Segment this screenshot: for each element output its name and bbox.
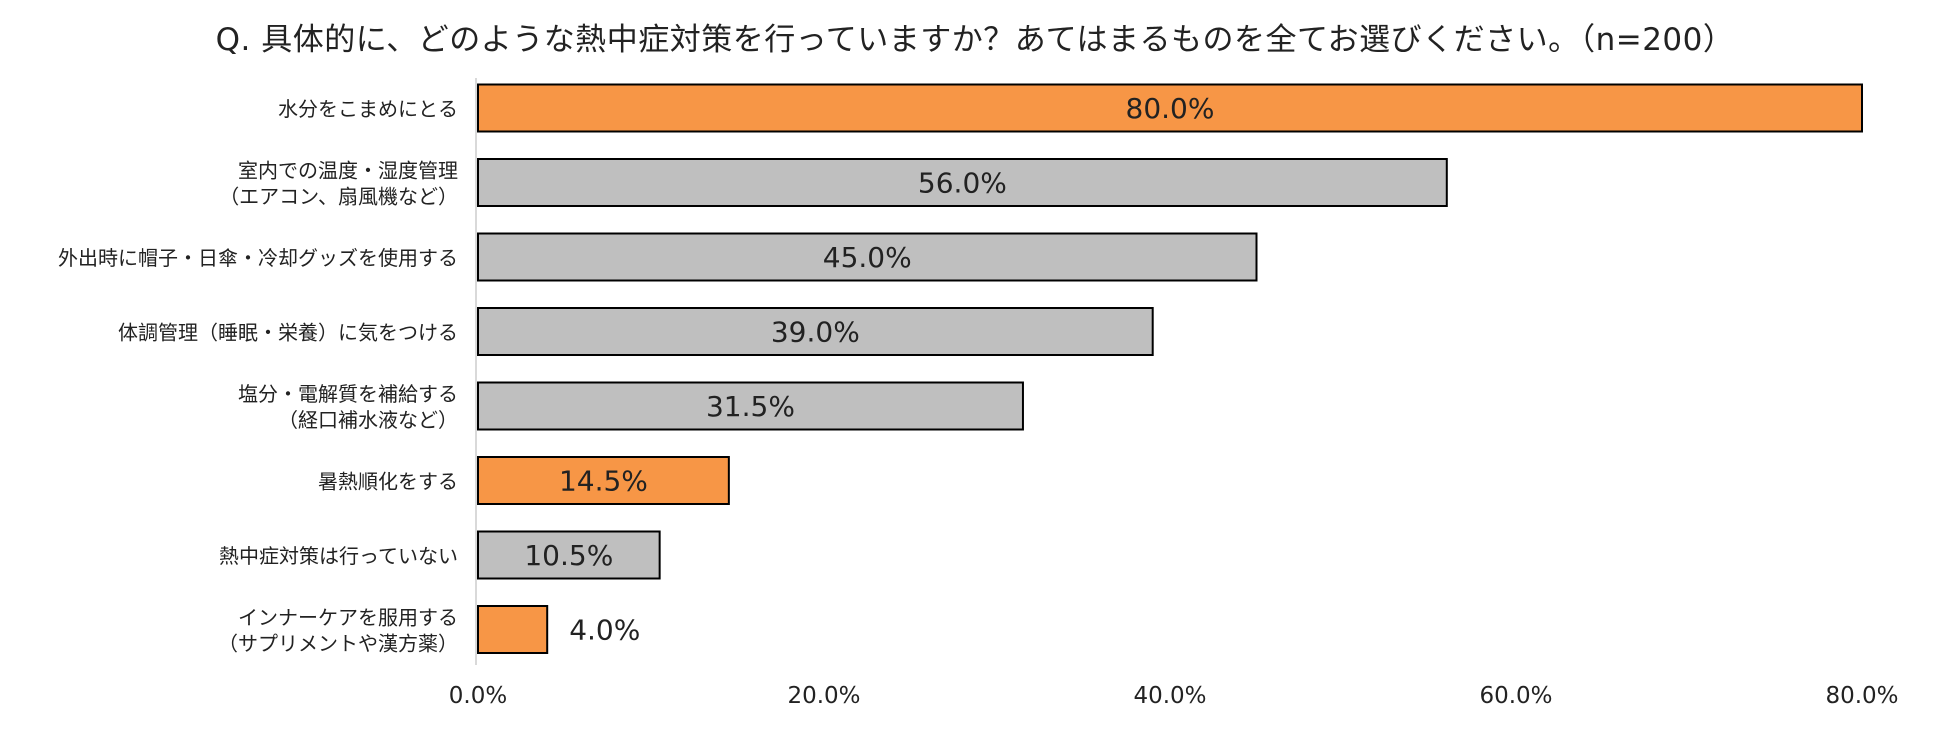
value-label-2: 45.0% bbox=[823, 241, 912, 274]
value-label-0: 80.0% bbox=[1126, 92, 1215, 125]
bar-4 bbox=[477, 381, 1024, 431]
x-tick-labels: 0.0% 20.0% 40.0% 60.0% 80.0% bbox=[449, 683, 1899, 709]
bars-group bbox=[477, 83, 1863, 654]
category-label-4-line-1: （経口補水液など） bbox=[278, 408, 458, 432]
bar-3 bbox=[477, 307, 1154, 356]
category-label-2: 外出時に帽子・日傘・冷却グッズを使用する bbox=[58, 246, 458, 270]
x-tick-label-0: 0.0% bbox=[449, 683, 507, 709]
x-tick-label-4: 80.0% bbox=[1825, 683, 1898, 709]
bar-2 bbox=[477, 232, 1258, 282]
value-label-1: 56.0% bbox=[918, 167, 1007, 200]
bar-0 bbox=[477, 83, 1863, 133]
x-tick-label-3: 60.0% bbox=[1479, 683, 1552, 709]
value-label-4: 31.5% bbox=[706, 390, 795, 423]
category-label-5: 暑熱順化をする bbox=[318, 470, 458, 494]
x-tick-label-2: 40.0% bbox=[1133, 683, 1206, 709]
category-label-6: 熱中症対策は行っていない bbox=[219, 544, 458, 568]
bar-7 bbox=[477, 605, 549, 654]
x-tick-label-1: 20.0% bbox=[787, 683, 860, 709]
category-label-1-line-1: （エアコン、扇風機など） bbox=[219, 185, 458, 209]
bar-6 bbox=[477, 530, 661, 580]
value-label-6: 10.5% bbox=[524, 539, 613, 572]
bar-5 bbox=[477, 456, 730, 505]
value-label-5: 14.5% bbox=[559, 465, 648, 498]
value-label-3: 39.0% bbox=[771, 316, 860, 349]
category-label-4-line-0: 塩分・電解質を補給する bbox=[238, 382, 458, 406]
category-label-7-line-0: インナーケアを服用する bbox=[238, 606, 458, 630]
value-label-7: 4.0% bbox=[569, 614, 640, 647]
category-label-0: 水分をこまめにとる bbox=[278, 97, 458, 121]
category-label-3: 体調管理（睡眠・栄養）に気をつける bbox=[118, 321, 458, 345]
chart-title: Q. 具体的に、どのような熱中症対策を行っていますか？あてはまるものを全てお選び… bbox=[215, 22, 1735, 58]
category-label-7-line-1: （サプリメントや漢方薬） bbox=[218, 632, 458, 656]
bar-1 bbox=[477, 158, 1448, 207]
value-labels: 80.0% 56.0% 45.0% 39.0% 31.5% 14.5% 10.5% 4.0% bbox=[524, 92, 1214, 647]
category-label-1-line-0: 室内での温度・湿度管理 bbox=[238, 159, 458, 183]
